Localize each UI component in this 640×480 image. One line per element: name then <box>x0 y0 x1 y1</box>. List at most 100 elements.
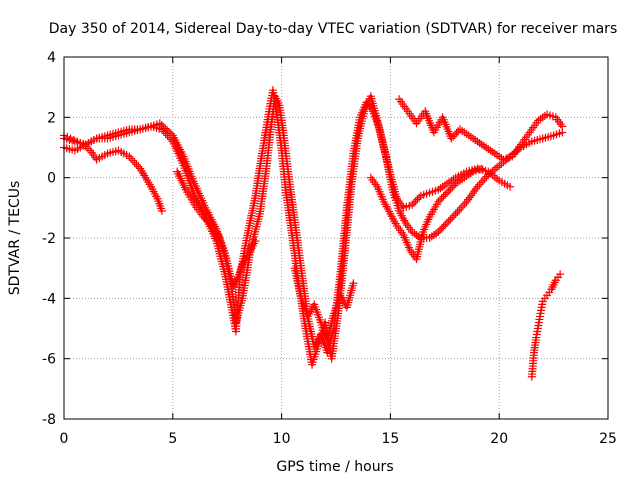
trace-segment <box>402 201 414 211</box>
trace-segment <box>419 234 431 242</box>
trace-segment <box>534 312 544 327</box>
trace-segment <box>387 173 401 201</box>
trace-segment <box>394 224 406 237</box>
trace-segment <box>128 126 142 136</box>
trace-segment <box>541 132 555 142</box>
y-tick-label: 4 <box>47 50 56 66</box>
trace-segment <box>497 178 512 190</box>
series-arc-7 <box>395 95 567 164</box>
trace-segment <box>106 147 120 157</box>
trace-segment <box>87 148 100 162</box>
trace-segment <box>368 175 380 189</box>
trace-segment <box>284 170 299 222</box>
trace-segment <box>127 154 143 171</box>
trace-segment <box>486 169 502 183</box>
trace-segment <box>73 141 88 154</box>
trace-segment <box>137 166 154 189</box>
y-tick-label: -6 <box>42 352 56 368</box>
chart-title: Day 350 of 2014, Sidereal Day-to-day VTE… <box>49 21 617 37</box>
grid <box>64 57 608 419</box>
trace-segment <box>548 278 559 292</box>
trace-segment <box>336 206 351 276</box>
trace-segment <box>230 275 241 289</box>
trace-segment <box>445 175 458 187</box>
data-layer <box>60 86 567 381</box>
trace-segment <box>400 233 413 252</box>
data-point <box>477 164 486 173</box>
data-point <box>434 197 443 206</box>
trace-segment <box>536 111 549 123</box>
trace-segment <box>475 172 491 189</box>
x-axis-label: GPS time / hours <box>276 459 393 475</box>
trace-segment <box>444 211 458 226</box>
trace-segment <box>527 118 541 135</box>
trace-segment <box>311 302 324 324</box>
y-tick-label: -4 <box>42 291 56 307</box>
trace-segment <box>464 184 480 204</box>
trace-segment <box>545 111 557 121</box>
data-point <box>199 212 208 221</box>
trace-segment <box>537 300 547 315</box>
trace-segment <box>170 133 187 159</box>
y-tick-label: -2 <box>42 231 56 247</box>
trace-segment <box>221 251 233 273</box>
series-arc-8 <box>527 270 565 381</box>
trace-segment <box>509 142 524 159</box>
trace-segment <box>149 123 164 133</box>
trace-segment <box>428 186 440 196</box>
trace-segment <box>157 121 175 138</box>
trace-segment <box>256 167 271 216</box>
trace-segment <box>106 132 120 142</box>
trace-segment <box>95 151 109 163</box>
trace-segment <box>387 212 400 228</box>
trace-segment <box>328 311 342 361</box>
trace-segment <box>519 138 534 150</box>
trace-segment <box>180 155 198 186</box>
trace-segment <box>409 193 424 208</box>
y-tick-label: -8 <box>42 412 56 428</box>
x-tick-label: 20 <box>490 431 508 447</box>
data-point <box>556 270 565 279</box>
trace-segment <box>262 128 275 171</box>
trace-segment <box>148 185 161 201</box>
data-point <box>451 209 460 218</box>
trace-segment <box>273 115 286 152</box>
series-arc-6 <box>366 164 486 264</box>
x-tick-label: 5 <box>168 431 177 447</box>
data-point <box>473 182 482 191</box>
trace-segment <box>62 144 77 154</box>
y-axis-label: SDTVAR / TECUs <box>7 181 23 296</box>
trace-segment <box>420 215 433 234</box>
trace-segment <box>308 342 322 367</box>
y-tick-labels: -8 -6 -4 -2 0 2 4 <box>42 50 56 428</box>
y-tick-label: 2 <box>47 110 56 126</box>
trace-segment <box>518 130 532 147</box>
x-tick-label: 0 <box>60 431 69 447</box>
trace-segment <box>180 164 198 198</box>
trace-segment <box>291 218 305 270</box>
trace-segment <box>427 200 441 219</box>
trace-segment <box>243 194 259 240</box>
data-point <box>558 122 567 131</box>
x-tick-label: 10 <box>273 431 291 447</box>
data-point <box>506 182 515 191</box>
trace-segment <box>462 169 475 181</box>
trace-segment <box>340 185 355 255</box>
trace-segment <box>215 233 229 255</box>
x-tick-label: 25 <box>599 431 617 447</box>
trace-segment <box>201 214 215 229</box>
trace-segment <box>394 197 406 210</box>
trace-segment <box>453 199 469 216</box>
trace-segment <box>212 239 229 276</box>
trace-segment <box>396 209 409 225</box>
trace-segment <box>183 188 198 207</box>
trace-segment <box>374 185 387 204</box>
trace-segment <box>380 145 394 177</box>
trace-segment <box>552 129 564 139</box>
trace-segment <box>221 272 236 309</box>
trace-segment <box>81 142 92 153</box>
series-arc-4 <box>173 167 260 291</box>
trace-segment <box>530 135 544 145</box>
trace-segment <box>407 248 419 261</box>
trace-segment <box>174 169 189 192</box>
